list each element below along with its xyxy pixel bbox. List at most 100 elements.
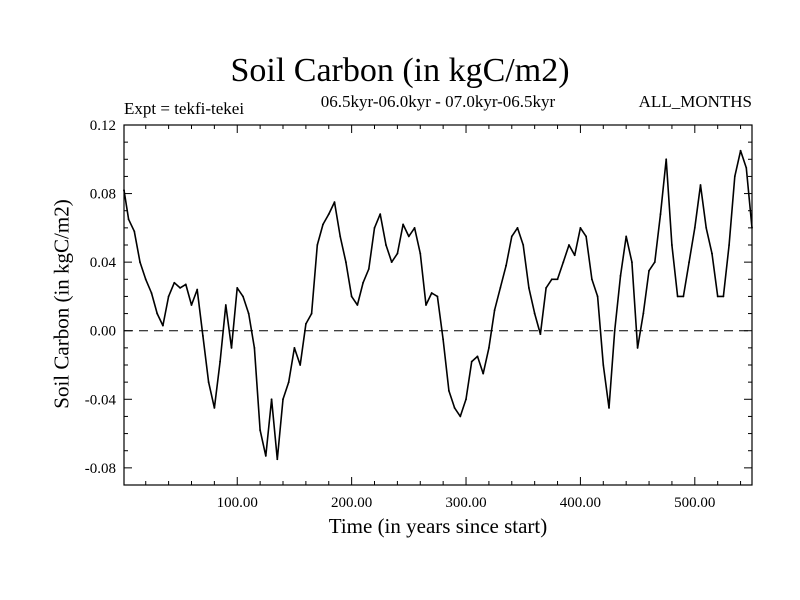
data-point <box>259 429 262 432</box>
data-point <box>133 230 136 233</box>
data-point <box>728 244 731 246</box>
data-point <box>293 346 296 349</box>
data-point <box>482 372 485 375</box>
data-point <box>751 226 753 229</box>
data-point <box>299 364 302 366</box>
data-point <box>579 226 582 229</box>
data-point <box>264 454 267 457</box>
data-point <box>356 304 359 306</box>
data-point <box>608 406 610 409</box>
data-point <box>207 381 210 384</box>
data-point <box>304 322 307 325</box>
data-point <box>636 346 639 349</box>
data-point <box>493 309 496 312</box>
data-point <box>236 286 239 289</box>
data-point <box>144 278 147 281</box>
x-tick-label: 200.00 <box>331 495 372 511</box>
data-point <box>613 329 616 332</box>
data-point <box>327 213 330 216</box>
months-label: ALL_MONTHS <box>638 92 752 111</box>
data-point <box>253 346 256 349</box>
experiment-label: Expt = tekfi-tekei <box>124 99 245 118</box>
data-point <box>733 175 736 178</box>
data-point <box>745 166 748 169</box>
data-point <box>407 235 410 238</box>
data-point <box>150 292 153 294</box>
chart-title: Soil Carbon (in kgC/m2) <box>230 52 570 89</box>
data-point <box>196 288 199 291</box>
y-tick-label: 0.04 <box>90 255 117 271</box>
y-axis-label: Soil Carbon (in kgC/m2) <box>49 199 74 409</box>
data-point <box>705 226 708 229</box>
data-point <box>373 226 376 229</box>
data-point <box>379 213 382 216</box>
data-point <box>545 286 547 289</box>
data-point <box>402 223 405 226</box>
data-point <box>539 333 542 336</box>
data-point <box>436 295 439 298</box>
y-tick-label: 0.00 <box>90 324 116 340</box>
data-point <box>711 252 713 255</box>
data-point <box>367 268 370 270</box>
data-point <box>179 286 181 289</box>
data-point <box>465 398 467 401</box>
data-point <box>442 338 445 341</box>
data-point <box>242 295 244 298</box>
data-point <box>602 364 605 366</box>
data-point <box>665 158 668 161</box>
data-point <box>550 278 553 281</box>
data-point <box>413 226 416 229</box>
data-point <box>276 458 279 461</box>
data-point <box>453 406 456 409</box>
data-point <box>282 398 284 401</box>
data-point <box>625 235 628 238</box>
data-point <box>619 274 622 277</box>
data-point <box>385 244 387 246</box>
data-point <box>339 235 342 238</box>
data-point <box>419 252 422 255</box>
data-point <box>510 235 513 238</box>
data-point <box>333 201 336 204</box>
data-point <box>676 295 679 298</box>
series-layer <box>123 149 753 461</box>
data-point <box>671 244 673 246</box>
data-point <box>219 360 221 363</box>
data-point <box>533 312 536 315</box>
data-point <box>224 304 227 306</box>
data-point <box>573 254 576 257</box>
data-point <box>390 261 393 264</box>
chart-subtitle: 06.5kyr-06.0kyr - 07.0kyr-06.5kyr <box>320 92 556 111</box>
data-point <box>190 304 193 306</box>
data-point <box>156 312 159 315</box>
data-point <box>202 334 204 337</box>
data-point <box>585 235 588 238</box>
data-point <box>596 295 599 298</box>
data-point <box>642 312 645 315</box>
data-point <box>470 360 473 363</box>
data-point <box>123 189 125 192</box>
data-point <box>693 226 696 229</box>
data-point <box>287 381 290 384</box>
data-point <box>345 261 347 264</box>
data-point <box>430 292 433 294</box>
x-tick-label: 400.00 <box>560 495 601 511</box>
data-point <box>630 261 633 264</box>
data-point <box>516 226 519 229</box>
data-point <box>522 244 525 246</box>
data-point <box>362 281 364 284</box>
data-point <box>139 261 141 264</box>
data-point <box>184 283 187 286</box>
data-point <box>722 295 725 298</box>
data-point <box>425 304 427 306</box>
data-point <box>699 184 702 186</box>
data-point <box>459 415 462 418</box>
data-point <box>167 295 170 298</box>
data-point <box>173 281 176 284</box>
data-point <box>127 218 130 221</box>
data-point <box>556 278 559 281</box>
y-tick-label: 0.12 <box>90 118 116 134</box>
data-point <box>562 261 565 264</box>
data-point <box>716 295 719 298</box>
tick-labels: 100.00 200.00 300.00 400.00 500.00 -0.08 -0.04… <box>85 118 716 511</box>
data-point <box>528 286 530 289</box>
